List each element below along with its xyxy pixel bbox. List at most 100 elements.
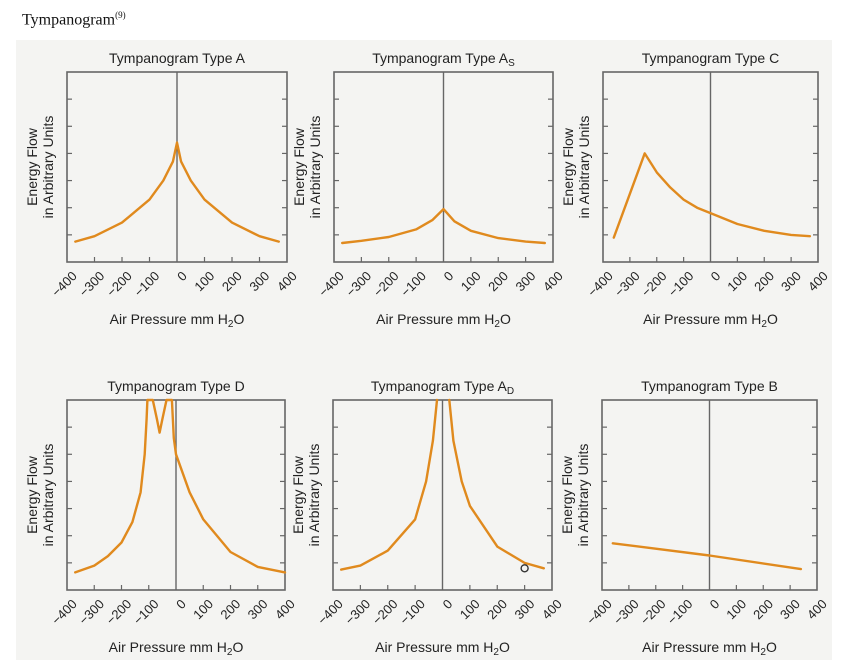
x-tick-label: 300 (245, 596, 271, 622)
x-tick-label: 400 (539, 596, 565, 622)
x-tick-label: −200 (637, 596, 668, 627)
x-axis-label: Air Pressure mm H2O (642, 639, 777, 658)
x-tick-label: −100 (131, 268, 162, 299)
y-axis-label-line1: Energy Flow (559, 455, 575, 534)
x-tick-label: −200 (103, 596, 134, 627)
chart-panel-2: Tympanogram Type C −400−300−200−100 0 100 20… (560, 50, 831, 330)
x-tick-label: −100 (130, 596, 161, 627)
x-tick-label: −400 (49, 596, 80, 627)
x-tick-label: 300 (246, 268, 272, 294)
chart-title: Tympanogram Type D (107, 378, 244, 394)
tympanogram-curve (612, 152, 812, 239)
x-tick-label: −200 (370, 268, 401, 299)
x-tick-label: 200 (485, 268, 511, 294)
x-tick-label: 0 (708, 268, 724, 284)
chart-title-subscript: S (508, 58, 515, 69)
chart-title-text: Tympanogram Type A (372, 50, 509, 66)
x-tick-label: −300 (343, 268, 374, 299)
x-axis-label-text: Air Pressure mm H (110, 311, 228, 327)
x-tick-label: −100 (665, 268, 696, 299)
x-tick-label: 0 (173, 596, 189, 612)
x-tick-label: −100 (664, 596, 695, 627)
x-axis-label-end: O (767, 311, 778, 327)
x-tick-label: 300 (778, 268, 804, 294)
chart-title: Tympanogram Type B (641, 378, 778, 394)
x-axis-label: Air Pressure mm H2O (643, 311, 778, 330)
x-axis-label-text: Air Pressure mm H (109, 639, 227, 655)
x-tick-label: 400 (272, 596, 298, 622)
tympanogram-curve (341, 207, 546, 245)
chart-panel-3: Tympanogram Type D −400−300−200−100 0 100 20… (24, 378, 298, 658)
x-axis-label-subscript: 2 (760, 647, 766, 658)
figure-title-text: Tympanogram (22, 11, 116, 29)
x-tick-label: 0 (174, 268, 190, 284)
y-axis-label-line2: in Arbitrary Units (576, 116, 592, 219)
y-axis-label-line1: Energy Flow (24, 127, 40, 206)
y-axis-label-line2: in Arbitrary Units (40, 116, 56, 219)
x-axis-label-text: Air Pressure mm H (643, 311, 761, 327)
figure-title: Tympanogram(9) (22, 10, 126, 29)
chart-title: Tympanogram Type AD (371, 378, 514, 397)
x-axis-label-end: O (766, 639, 777, 655)
tympanogram-curve (74, 141, 280, 243)
x-axis-label-end: O (232, 639, 243, 655)
x-tick-label: 100 (724, 268, 750, 294)
x-tick-label: −400 (316, 268, 347, 299)
x-tick-label: 200 (217, 596, 243, 622)
x-axis-label: Air Pressure mm H2O (109, 639, 244, 658)
x-tick-label: −200 (104, 268, 135, 299)
y-axis-label-line1: Energy Flow (290, 455, 306, 534)
x-axis-label: Air Pressure mm H2O (110, 311, 245, 330)
chart-title-text: Tympanogram Type D (107, 378, 244, 394)
x-axis-label-end: O (500, 311, 511, 327)
x-tick-label: 300 (513, 268, 539, 294)
chart-title-text: Tympanogram Type B (641, 378, 778, 394)
x-axis-label-text: Air Pressure mm H (375, 639, 493, 655)
chart-panel-1: Tympanogram Type AS −400−300−200−100 0 100 2… (291, 50, 566, 330)
x-tick-label: −300 (76, 268, 107, 299)
x-tick-label: −300 (610, 596, 641, 627)
x-tick-label: −400 (49, 268, 80, 299)
tympanogram-curve (448, 398, 545, 570)
x-tick-label: −200 (638, 268, 669, 299)
x-tick-label: −200 (369, 596, 400, 627)
x-axis-label-text: Air Pressure mm H (642, 639, 760, 655)
x-tick-label: 200 (219, 268, 245, 294)
x-axis-label: Air Pressure mm H2O (376, 311, 511, 330)
x-tick-label: 0 (440, 596, 456, 612)
x-tick-label: 0 (707, 596, 723, 612)
chart-title-text: Tympanogram Type C (642, 50, 779, 66)
figure-reference: (9) (115, 10, 126, 20)
y-axis-label-line1: Energy Flow (24, 455, 40, 534)
y-axis-label-line2: in Arbitrary Units (40, 444, 56, 547)
y-axis-label-line1: Energy Flow (291, 127, 307, 206)
chart-title-text: Tympanogram Type A (109, 50, 246, 66)
x-tick-label: 400 (274, 268, 300, 294)
x-axis-label-end: O (233, 311, 244, 327)
tympanogram-curve (340, 398, 439, 571)
x-tick-label: −400 (315, 596, 346, 627)
chart-panel-5: Tympanogram Type B −400−300−200−100 0 100 20… (559, 378, 830, 658)
x-tick-label: 200 (750, 596, 776, 622)
tympanogram-curve (74, 398, 287, 574)
chart-title: Tympanogram Type C (642, 50, 779, 66)
y-axis-label-line2: in Arbitrary Units (307, 116, 323, 219)
x-axis-label-subscript: 2 (761, 319, 767, 330)
x-tick-label: −100 (398, 268, 429, 299)
x-tick-label: −300 (76, 596, 107, 627)
chart-title: Tympanogram Type A (109, 50, 246, 66)
chart-title: Tympanogram Type AS (372, 50, 515, 69)
y-axis-label-line1: Energy Flow (560, 127, 576, 206)
x-tick-label: 100 (723, 596, 749, 622)
x-axis-label-subscript: 2 (493, 647, 499, 658)
y-axis-label-line2: in Arbitrary Units (575, 444, 591, 547)
x-tick-label: −400 (584, 596, 615, 627)
x-tick-label: 300 (512, 596, 538, 622)
x-tick-label: −300 (342, 596, 373, 627)
x-axis-label-text: Air Pressure mm H (376, 311, 494, 327)
x-tick-label: 100 (458, 268, 484, 294)
x-tick-label: 400 (540, 268, 566, 294)
x-tick-label: 0 (441, 268, 457, 284)
